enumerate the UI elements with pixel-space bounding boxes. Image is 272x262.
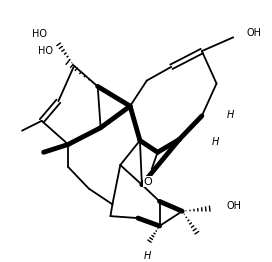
Text: HO: HO (32, 29, 47, 39)
Text: H: H (212, 138, 219, 148)
Text: OH: OH (246, 28, 261, 39)
Text: O: O (143, 177, 152, 187)
Text: H: H (144, 250, 152, 260)
Text: HO: HO (38, 46, 54, 56)
Text: OH: OH (226, 201, 241, 211)
Text: H: H (226, 110, 234, 120)
